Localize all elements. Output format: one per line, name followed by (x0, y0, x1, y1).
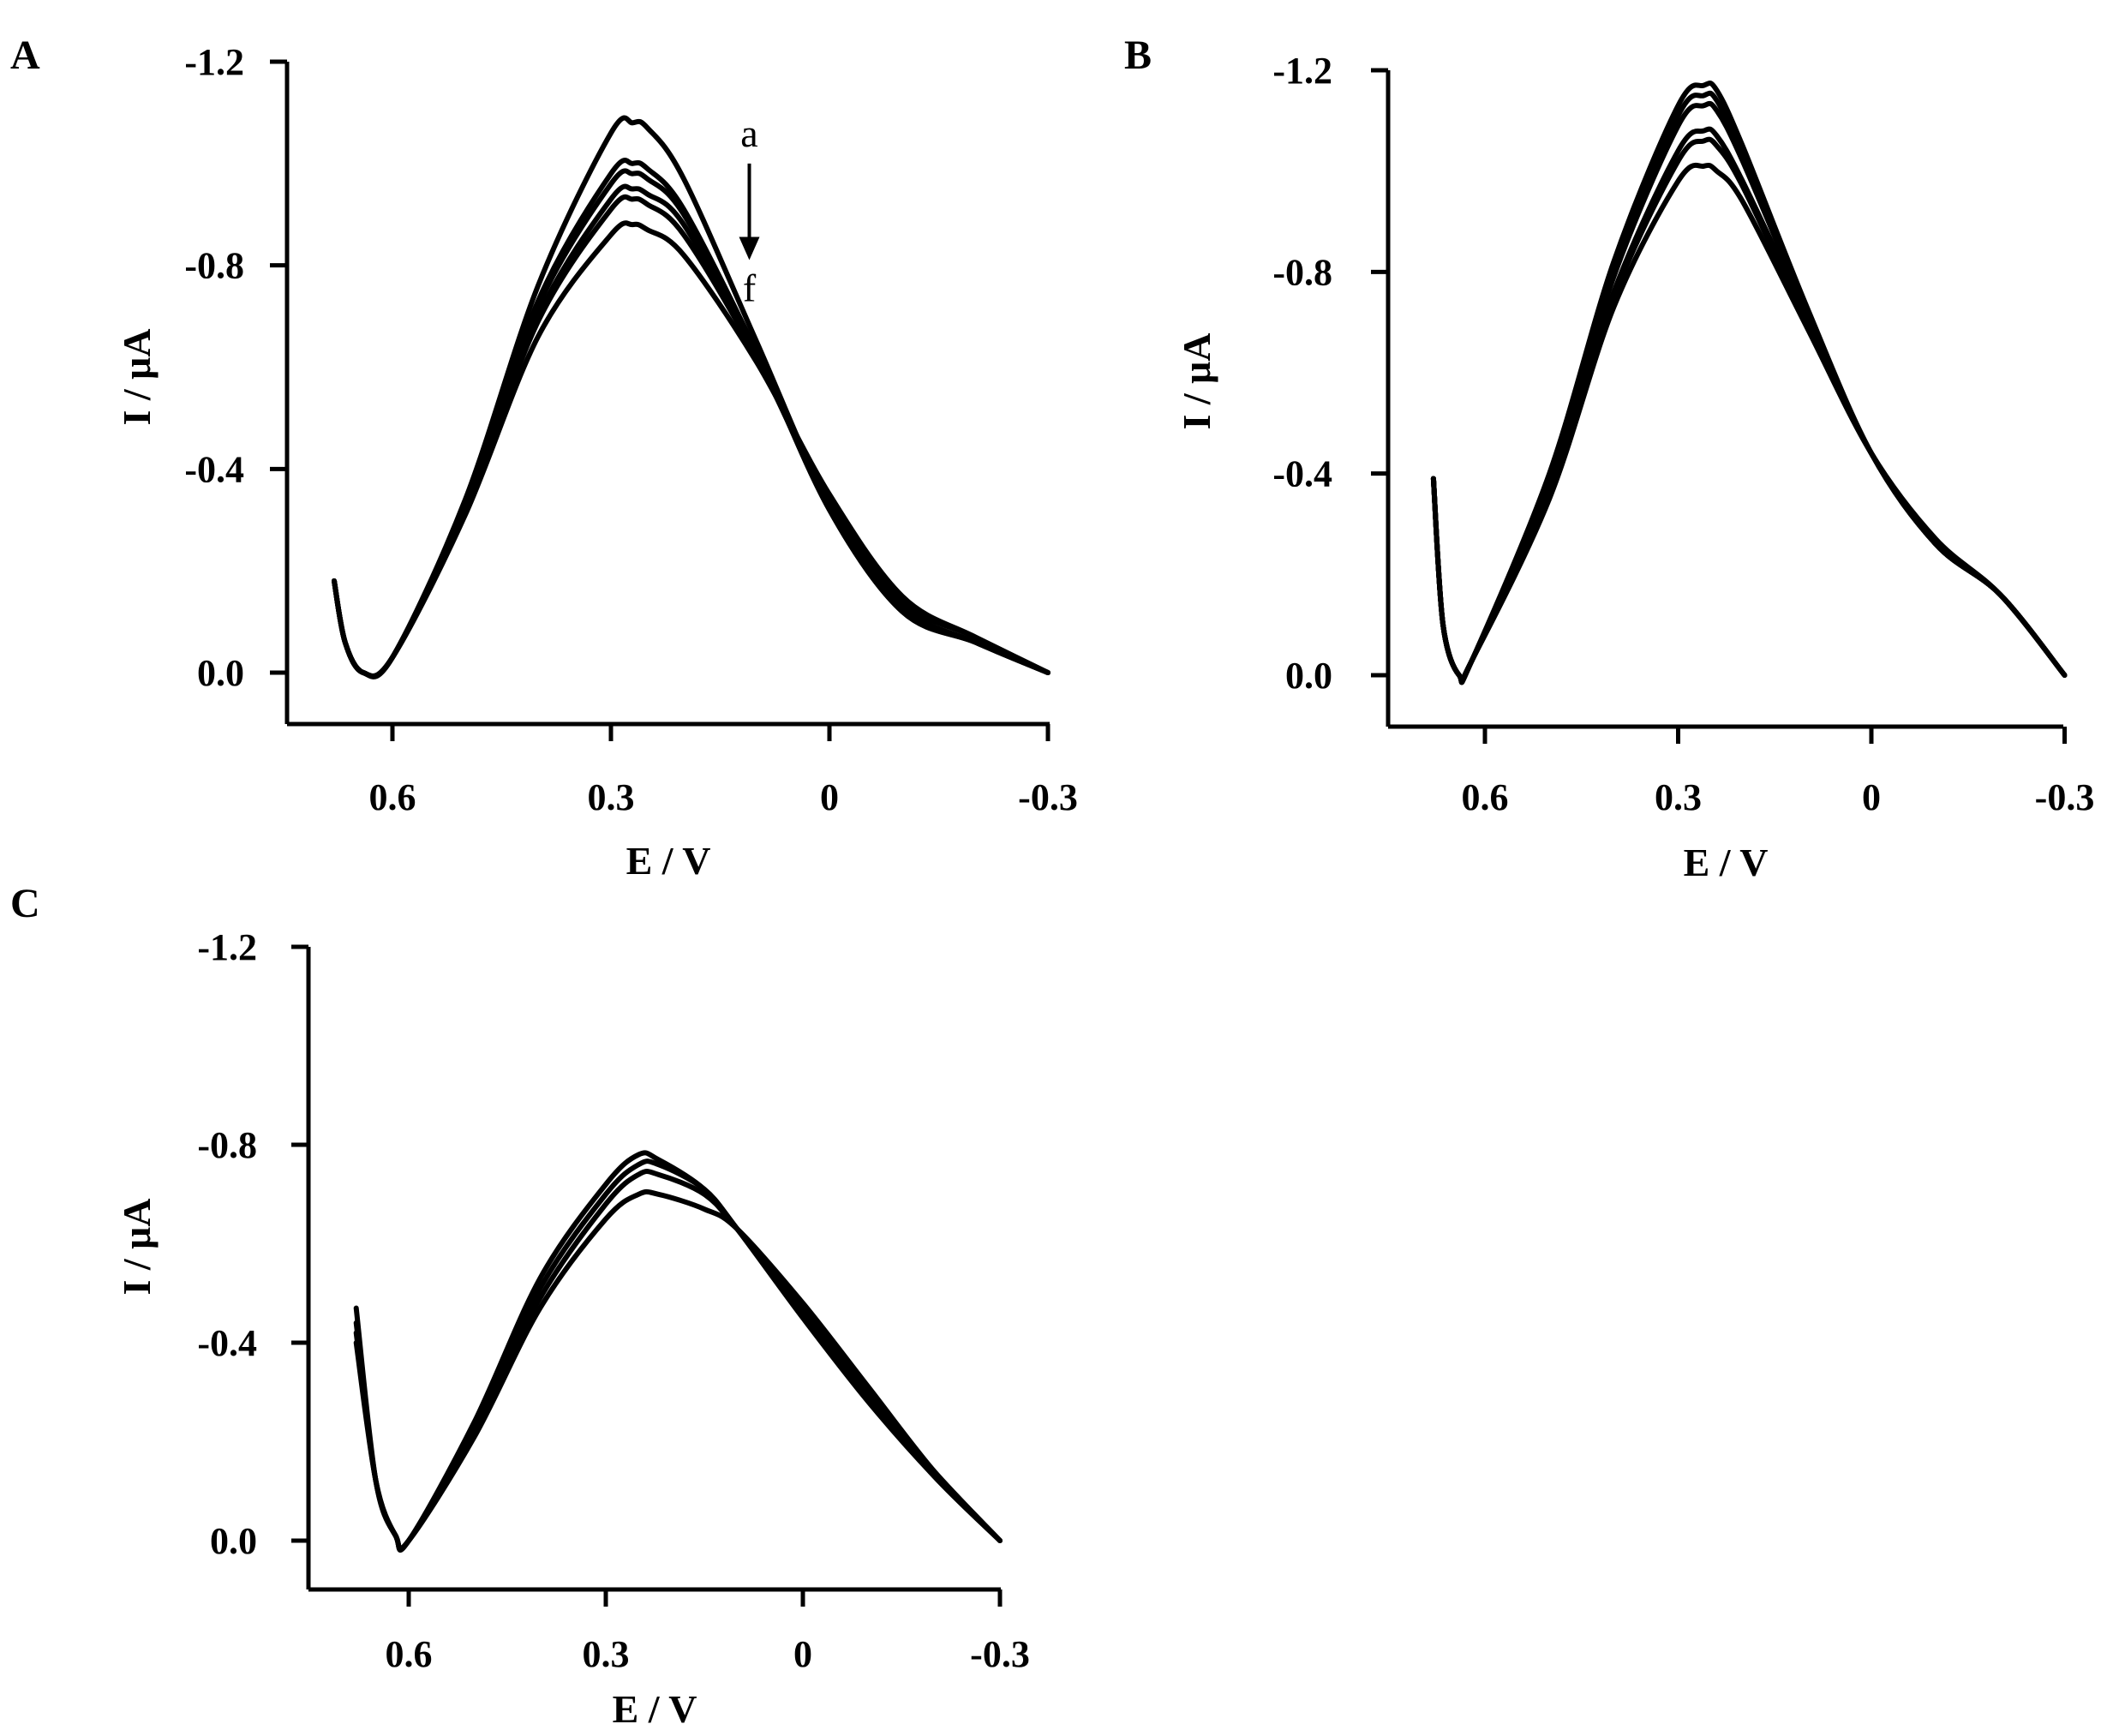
x-axis-label: E / V (626, 839, 711, 883)
y-tick-label: -0.4 (1272, 453, 1332, 495)
series-line-d (332, 183, 1051, 679)
x-tick-label: 0.6 (1462, 776, 1509, 818)
x-tick-label: 0.6 (386, 1633, 433, 1675)
x-tick-label: 0.6 (369, 776, 416, 818)
x-tick-label: 0.3 (583, 1633, 630, 1675)
series-line-e (332, 194, 1051, 679)
panel-label: B (1124, 33, 1152, 78)
y-tick-label: -1.2 (1272, 50, 1332, 92)
y-tick-label: 0.0 (210, 1520, 257, 1562)
series-line-e (1430, 136, 2068, 684)
panel-label: C (10, 881, 40, 926)
x-tick-label: 0 (820, 776, 839, 818)
y-tick-label: 0.0 (197, 652, 244, 694)
y-tick-label: -0.8 (1272, 251, 1332, 293)
x-tick-label: 0.3 (1655, 776, 1702, 818)
x-tick-label: 0.3 (588, 776, 635, 818)
y-tick-label: -1.2 (184, 41, 244, 83)
series-line-f (1430, 162, 2068, 684)
series-line-a (332, 115, 1051, 679)
annotation-bottom-label: f (743, 266, 757, 310)
series-line-b (353, 1158, 1003, 1553)
x-tick-label: 0 (1862, 776, 1881, 818)
series-line-d (353, 1188, 1003, 1552)
arrow-down-icon (739, 236, 760, 260)
series-line-a (353, 1150, 1003, 1553)
y-tick-label: 0.0 (1285, 655, 1332, 697)
y-tick-label: -0.8 (184, 245, 244, 287)
y-tick-label: -0.4 (184, 448, 244, 490)
y-tick-label: -1.2 (197, 926, 257, 968)
y-axis-label: I / μA (115, 1199, 159, 1296)
x-axis-label: E / V (613, 1687, 697, 1731)
x-tick-label: -0.3 (970, 1633, 1030, 1675)
panel-a: A 0.0 -0.4 -0.8 -1.2 0.6 0.3 0 -0.3 E / V I / μA a f (10, 33, 1078, 883)
x-tick-label: -0.3 (2035, 776, 2095, 818)
x-tick-label: -0.3 (1018, 776, 1078, 818)
y-axis-label: I / μA (115, 329, 159, 426)
y-tick-label: -0.8 (197, 1124, 257, 1166)
x-tick-label: 0 (793, 1633, 812, 1675)
panel-c: C 0.0 -0.4 -0.8 -1.2 0.6 0.3 0 -0.3 E / V I / μA (10, 881, 1030, 1731)
series-line-f (332, 220, 1051, 679)
y-axis-label: I / μA (1175, 333, 1218, 430)
panel-b: B 0.0 -0.4 -0.8 -1.2 0.6 0.3 0 -0.3 E / V I / μA (1124, 33, 2094, 884)
series-line-c (353, 1169, 1003, 1553)
panel-label: A (10, 33, 40, 78)
x-axis-label: E / V (1684, 841, 1769, 884)
annotation-top-label: a (740, 111, 757, 155)
y-tick-label: -0.4 (197, 1322, 257, 1364)
